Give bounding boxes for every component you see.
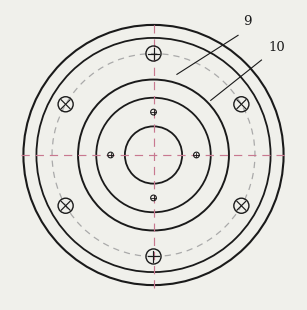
Text: 10: 10 — [268, 41, 285, 54]
Text: 9: 9 — [243, 15, 251, 28]
